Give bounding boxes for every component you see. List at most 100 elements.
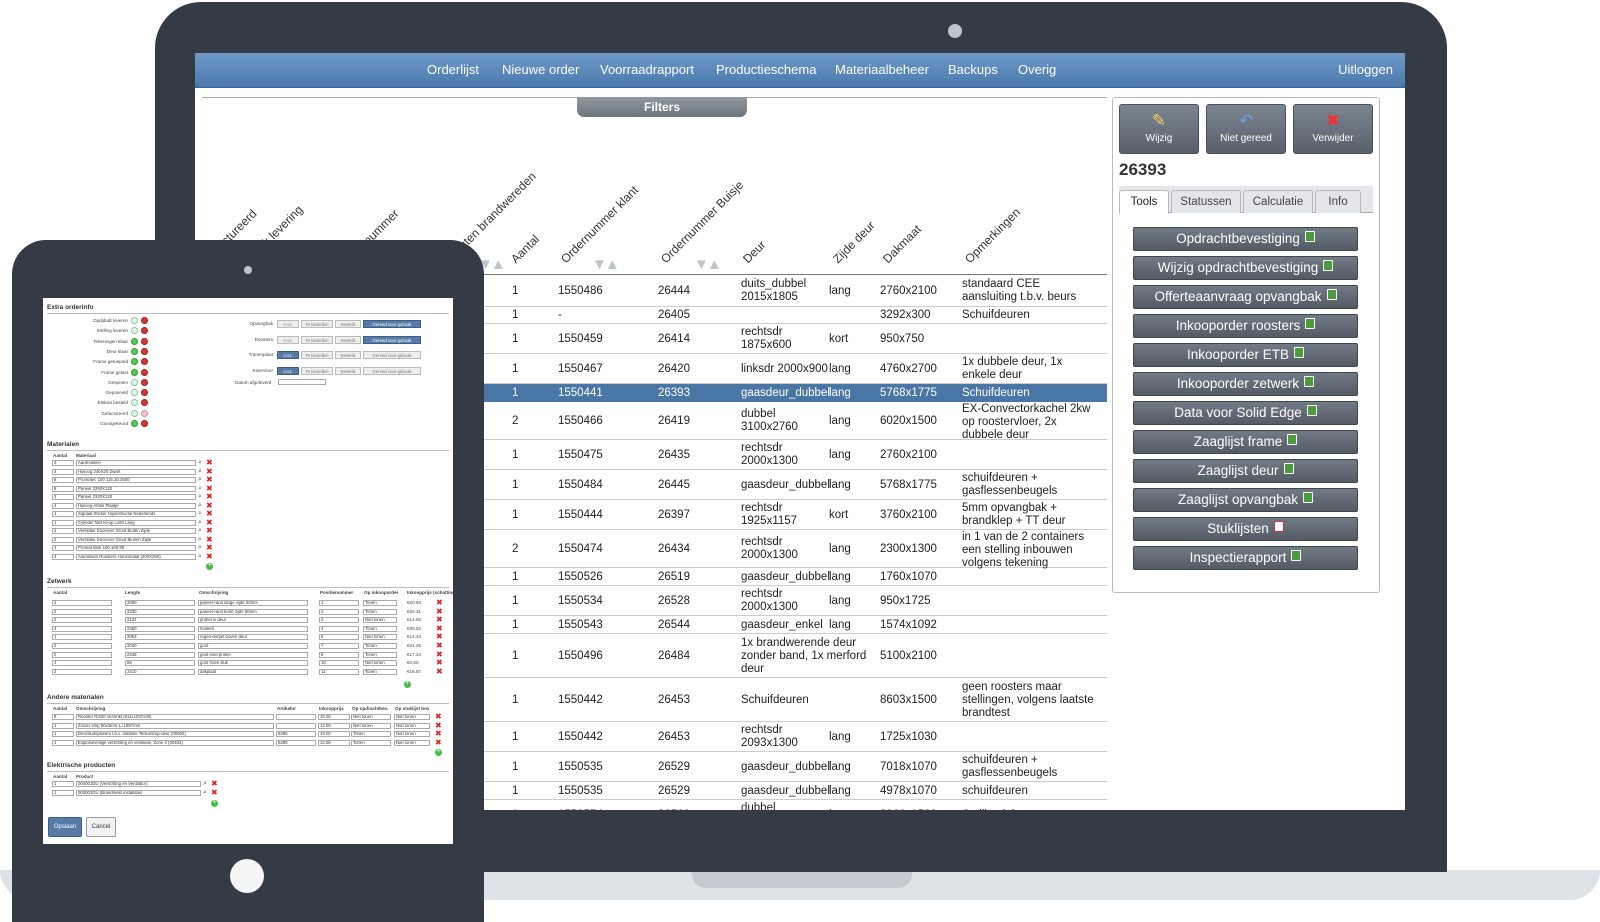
andere-art-field[interactable]: 5280 (276, 739, 316, 746)
status-icon[interactable] (131, 368, 138, 376)
material-select[interactable]: Ventilatie Doorvoer Groot Buiten Zijde (76, 528, 196, 534)
zetwerk-l-field[interactable]: 65 (125, 660, 195, 667)
search-icon[interactable]: ⌕ (198, 459, 202, 466)
wijzig-button[interactable]: ✎ Wijzig (1119, 104, 1199, 154)
delete-x-icon[interactable]: ✖ (436, 623, 443, 633)
option-segment[interactable]: Te bestellen (301, 351, 333, 359)
zetwerk-o-field[interactable]: paneel-rand lange zijde 60mm (198, 600, 308, 606)
status-icon[interactable] (131, 420, 138, 427)
elektro-select[interactable]: 003001DU (Brandmeld installatie) (76, 789, 201, 796)
zetwerk-p-field[interactable]: 2 (319, 608, 359, 615)
zetwerk-l-field[interactable]: 2131 (125, 617, 195, 624)
zetwerk-i-field[interactable]: Tonen (363, 643, 397, 649)
zetwerk-o-field[interactable]: paneel-rand korte zijde 60mm (198, 608, 308, 615)
verwijder-button[interactable]: ✖ Verwijder (1293, 104, 1373, 154)
zetwerk-a-field[interactable]: 2 (52, 600, 112, 606)
zetwerk-a-field[interactable]: 2 (52, 617, 112, 624)
material-select[interactable]: Promat Blok 100.100.80 (76, 545, 196, 551)
delete-x-icon[interactable]: ✖ (435, 729, 442, 739)
logout-link[interactable]: Uitloggen (1338, 62, 1393, 77)
andere-p-field[interactable]: 12.00 (318, 722, 350, 729)
add-icon[interactable]: + (435, 748, 442, 756)
tool-button[interactable]: Stuklijsten (1133, 517, 1358, 541)
material-qty-input[interactable]: 2 (52, 460, 74, 466)
option-segment[interactable]: Te bestellen (301, 335, 333, 344)
status-icon[interactable] (131, 358, 138, 366)
delete-x-icon[interactable]: ✖ (436, 615, 443, 625)
zetwerk-l-field[interactable]: 2063 (125, 634, 195, 641)
material-qty-input[interactable]: 2 (52, 494, 74, 500)
table-row[interactable]: 1 1550543 26544 gaasdeur_enkel lang 1574x1092 (202, 616, 1107, 634)
table-row[interactable]: 1 1550554 26569 dubbel 2600x2760 lang 2960x15… (202, 800, 1107, 810)
tab-info[interactable]: Info (1315, 190, 1361, 213)
delete-x-icon[interactable]: ✖ (206, 475, 213, 484)
material-select[interactable]: Ventilatie Doorvoer Groot Binnen Zijde (76, 536, 196, 543)
zetwerk-l-field[interactable]: 2360 (125, 625, 195, 632)
zetwerk-p-field[interactable]: 7 (319, 643, 359, 649)
zetwerk-o-field[interactable]: regen-dorpel boven deur (198, 634, 308, 641)
option-segment[interactable]: n.v.t. (277, 320, 299, 328)
table-row[interactable]: 1 1550484 26445 gaasdeur_dubbel lang 5768x177… (202, 470, 1107, 500)
zetwerk-o-field[interactable]: hoeken (198, 625, 308, 632)
cancel-button[interactable]: Cancel (86, 817, 116, 837)
material-select[interactable]: Cylinder Met Knop Lx60 Lang (76, 519, 196, 526)
tool-button[interactable]: Offerteaanvraag opvangbak (1133, 285, 1358, 309)
elektro-qty-input[interactable]: 1 (52, 789, 74, 796)
status-icon[interactable] (131, 327, 138, 335)
tab-calculatie[interactable]: Calculatie (1243, 190, 1313, 213)
tool-button[interactable]: Zaaglijst opvangbak (1133, 488, 1358, 512)
table-row[interactable]: 1 1550496 26484 1x brandwerende deur zonder… (202, 634, 1107, 678)
table-row[interactable]: 1 1550534 26528 rechtsdr 2000x1300 lang 950x1… (202, 586, 1107, 616)
zetwerk-o-field[interactable]: profiel in deur (198, 617, 308, 624)
search-icon[interactable]: ⌕ (198, 535, 202, 543)
andere-b-field[interactable]: Niet tonen (351, 722, 391, 729)
zetwerk-p-field[interactable]: 3 (319, 617, 359, 624)
delete-x-icon[interactable]: ✖ (436, 649, 443, 659)
tool-button[interactable]: Inspectierapport (1133, 546, 1358, 570)
material-qty-input[interactable]: 4 (52, 553, 74, 560)
elektro-qty-input[interactable]: 1 (52, 781, 74, 787)
andere-s-field[interactable]: Niet tonen (394, 722, 430, 729)
col-dakmaat[interactable]: Dakmaat (880, 222, 924, 266)
tool-button[interactable]: Zaaglijst frame (1133, 430, 1358, 454)
search-icon[interactable]: ⌕ (198, 544, 202, 551)
delete-x-icon[interactable]: ✖ (436, 641, 443, 650)
delete-x-icon[interactable]: ✖ (211, 779, 218, 788)
material-select[interactable]: Paneel 2320X120 (76, 494, 196, 500)
zetwerk-o-field[interactable]: goot eind profiel (198, 651, 308, 658)
material-qty-input[interactable]: 4 (52, 545, 74, 551)
table-row[interactable]: 1 1550442 26453 Schuifdeuren 8603x1500 geen r… (202, 678, 1107, 722)
search-icon[interactable]: ⌕ (198, 518, 202, 526)
status-icon[interactable] (141, 317, 148, 324)
table-row[interactable]: 1 1550475 26435 rechtsdr 2000x1300 lang 2760x… (202, 440, 1107, 470)
andere-a-field[interactable]: 1 (52, 739, 74, 746)
status-icon[interactable] (141, 337, 148, 345)
option-segment[interactable]: Gereed voor gebruik (363, 351, 421, 359)
material-select[interactable]: Signaal Sticker Hijsinstructie Nederland… (76, 511, 196, 517)
status-icon[interactable] (141, 347, 148, 355)
option-segment[interactable]: Te bestellen (301, 320, 333, 328)
tool-button[interactable]: Wijzig opdrachtbevestiging (1133, 256, 1358, 280)
elektro-select[interactable]: 004001DU (Verlichting en Ventilator) (76, 781, 201, 787)
option-segment[interactable]: Besteld (335, 320, 361, 328)
tool-button[interactable]: Inkooporder ETB (1133, 343, 1358, 367)
status-icon[interactable] (131, 378, 138, 386)
zetwerk-o-field[interactable]: goot hoek stuk (198, 660, 308, 667)
status-icon[interactable] (131, 347, 138, 355)
material-qty-input[interactable]: 8 (52, 477, 74, 483)
andere-p-field[interactable]: 10.00 (318, 731, 350, 738)
zetwerk-a-field[interactable]: 4 (52, 625, 112, 632)
sort-arrows-icon[interactable]: ▼▲ (694, 256, 722, 273)
tab-tools[interactable]: Tools (1119, 190, 1169, 214)
material-select[interactable]: Aardnokken (76, 460, 196, 466)
delete-x-icon[interactable]: ✖ (206, 517, 213, 527)
delete-x-icon[interactable]: ✖ (436, 632, 443, 642)
andere-o-field[interactable]: Zinoer strip 90x3mm-L=1997mm (76, 722, 274, 729)
status-icon[interactable] (141, 420, 148, 427)
material-select[interactable]: Promatec 100 115.10.2500 (76, 477, 196, 483)
table-row[interactable]: 1 1550535 26529 gaasdeur_dubbel lang 7018x107… (202, 752, 1107, 782)
table-row[interactable]: 1 1550444 26397 rechtsdr 1925x1157 kort 3760x… (202, 500, 1107, 530)
delete-x-icon[interactable]: ✖ (206, 483, 213, 493)
opslaan-button[interactable]: Opslaan (48, 817, 82, 837)
table-row[interactable]: 2 1550466 26419 dubbel 3100x2760 lang 6020x15… (202, 402, 1107, 441)
